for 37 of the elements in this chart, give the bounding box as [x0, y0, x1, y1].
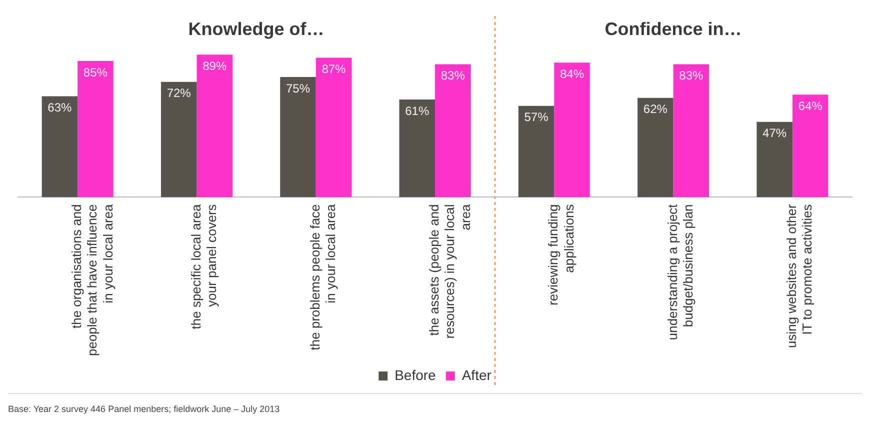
data-label: 89%: [202, 58, 227, 73]
bar: [518, 106, 554, 198]
data-label: 61%: [405, 104, 430, 118]
data-label: 83%: [679, 68, 704, 83]
bar: [792, 94, 828, 198]
data-label: 83%: [440, 68, 466, 83]
bar: [280, 77, 316, 198]
text: Confidence in…: [604, 18, 742, 39]
bar: [638, 98, 674, 198]
data-label: 87%: [322, 62, 346, 76]
bar: [554, 62, 590, 198]
data-label: 47%: [762, 126, 787, 140]
bar: [160, 82, 197, 198]
legend-label: After: [462, 366, 492, 383]
x-tick-label: the organisations and people that have influence in your local area: [69, 203, 116, 356]
x-tick-label: reviewing funding applications: [546, 204, 576, 306]
data-label: 72%: [166, 86, 192, 100]
data-label: 85%: [83, 65, 108, 80]
bar: [316, 58, 352, 198]
x-tick-label: the assets (people and resources) in your local area: [426, 203, 473, 339]
x-tick-label: the problems people face in your local area: [307, 203, 338, 350]
data-label: 63%: [48, 100, 72, 115]
data-label: 62%: [643, 102, 668, 116]
data-label: 64%: [798, 98, 823, 113]
text: Base: Year 2 survey 446 Panel menbers; fieldwork June – July 2013: [8, 404, 281, 414]
data-label: 57%: [524, 110, 549, 124]
bar: [196, 54, 232, 198]
data-label: 84%: [560, 66, 584, 81]
data-label: 75%: [286, 81, 310, 96]
legend-label: Before: [394, 366, 436, 383]
bar: [42, 96, 78, 198]
bar: [673, 64, 710, 198]
bar: [399, 99, 435, 198]
bar: [78, 61, 114, 198]
bar: [435, 64, 471, 198]
bar: [756, 122, 792, 198]
text: Knowledge of…: [188, 18, 324, 39]
